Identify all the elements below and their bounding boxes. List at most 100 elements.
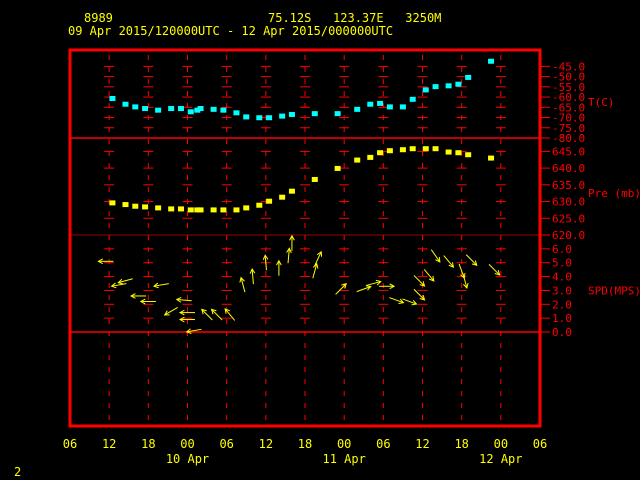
wind-arrow-head <box>185 328 192 334</box>
wind-arrow-shaft <box>356 286 371 293</box>
wind-arrow <box>366 279 382 286</box>
wind-arrow <box>356 285 372 293</box>
wind-arrow-head <box>341 283 347 289</box>
pressure-axis-label: Pre (mb) <box>588 187 640 200</box>
pressure-point <box>399 147 406 153</box>
wind-arrow-head <box>152 282 159 289</box>
x-tick-label: 12 <box>102 437 116 451</box>
wind-arrow-shaft <box>389 297 404 304</box>
pressure-tick-label: 620.0 <box>552 229 585 242</box>
wind-arrow <box>465 254 478 266</box>
wind-arrow-head <box>175 297 182 303</box>
pressure-point <box>386 148 393 154</box>
pressure-point <box>155 205 162 211</box>
x-tick-label: 00 <box>180 437 194 451</box>
wind-tick-label: 6.0 <box>552 243 572 256</box>
wind-arrow <box>163 307 178 316</box>
x-tick-label: 12 <box>259 437 273 451</box>
temperature-point <box>422 87 429 93</box>
date-label: 11 Apr <box>322 452 365 466</box>
pressure-point <box>168 206 175 212</box>
wind-arrow <box>178 316 195 323</box>
station-id: 8989 <box>84 11 113 25</box>
wind-arrow-shaft <box>366 281 381 286</box>
wind-arrow-head <box>419 294 426 301</box>
temperature-point <box>445 83 452 89</box>
wind-arrow <box>314 250 323 266</box>
wind-arrow-shaft <box>314 251 322 266</box>
wind-arrow-head <box>224 308 230 314</box>
wind-arrow-shaft <box>211 309 223 321</box>
x-tick-label: 12 <box>415 437 429 451</box>
temperature-point <box>465 74 472 80</box>
temperature-point <box>122 101 129 107</box>
pressure-point <box>220 207 227 213</box>
wind-axis-label: SPD(MPS) <box>588 284 640 297</box>
pressure-tick-label: 625.0 <box>552 212 585 225</box>
station-location: 75.12S 123.37E 3250M <box>268 11 441 25</box>
wind-arrow-head <box>117 278 124 285</box>
temperature-axis-label: T(C) <box>588 96 615 109</box>
x-tick-label: 06 <box>533 437 547 451</box>
pressure-tick-label: 645.0 <box>552 145 585 158</box>
wind-arrow-head <box>471 260 478 266</box>
pressure-point <box>194 207 201 213</box>
wind-arrow <box>224 308 236 321</box>
wind-arrow <box>239 276 246 293</box>
temperature-point <box>399 104 406 110</box>
pressure-point <box>122 202 129 208</box>
wind-arrow <box>97 258 114 265</box>
wind-arrow <box>430 249 441 263</box>
temperature-tick-label: -50.0 <box>552 71 585 84</box>
pressure-tick-label: 630.0 <box>552 196 585 209</box>
temperature-tick-label: -55.0 <box>552 81 585 94</box>
pressure-point <box>334 165 341 171</box>
pressure-point <box>455 150 462 156</box>
temperature-point <box>155 107 162 113</box>
pressure-point <box>197 207 204 213</box>
x-tick-label: 18 <box>454 437 468 451</box>
wind-arrow-head <box>178 316 185 323</box>
pressure-point <box>233 207 240 213</box>
wind-arrow-shaft <box>111 283 127 287</box>
plot-frame <box>68 48 542 428</box>
wind-arrow <box>462 273 469 289</box>
pressure-point <box>210 207 217 213</box>
wind-arrow-shaft <box>413 275 425 287</box>
wind-arrow <box>110 282 127 289</box>
wind-arrow-shaft <box>443 255 454 268</box>
wind-tick-label: 0.0 <box>552 326 572 339</box>
pressure-point <box>279 194 286 200</box>
date-label: 10 Apr <box>166 452 209 466</box>
wind-arrow-shaft <box>118 278 133 284</box>
temperature-point <box>256 115 263 121</box>
wind-arrow <box>117 278 133 285</box>
wind-arrow-head <box>316 250 323 257</box>
temperature-point <box>243 114 250 120</box>
pressure-point <box>266 198 273 204</box>
wind-arrow <box>262 254 269 271</box>
temperature-point <box>354 106 361 112</box>
pressure-point <box>367 154 374 160</box>
wind-arrow <box>185 328 202 334</box>
temperature-point <box>177 106 184 112</box>
wind-arrow-head <box>429 275 435 282</box>
wind-arrow-head <box>262 254 269 261</box>
wind-arrow-head <box>210 308 217 315</box>
wind-arrow <box>178 309 195 316</box>
wind-arrow-head <box>289 234 295 241</box>
wind-arrow <box>276 259 282 276</box>
pressure-point <box>142 204 149 210</box>
temperature-point <box>266 115 273 121</box>
wind-arrow-shaft <box>413 288 425 301</box>
x-tick-label: 18 <box>298 437 312 451</box>
pressure-point <box>488 155 495 161</box>
wind-arrow-shaft <box>153 283 169 287</box>
wind-arrow <box>413 288 426 301</box>
wind-arrow-head <box>312 262 319 269</box>
wind-arrow-head <box>239 276 245 283</box>
wind-arrow-head <box>398 298 405 304</box>
temperature-point <box>334 111 341 117</box>
wind-arrow-head <box>435 256 441 263</box>
wind-arrow <box>402 298 418 306</box>
